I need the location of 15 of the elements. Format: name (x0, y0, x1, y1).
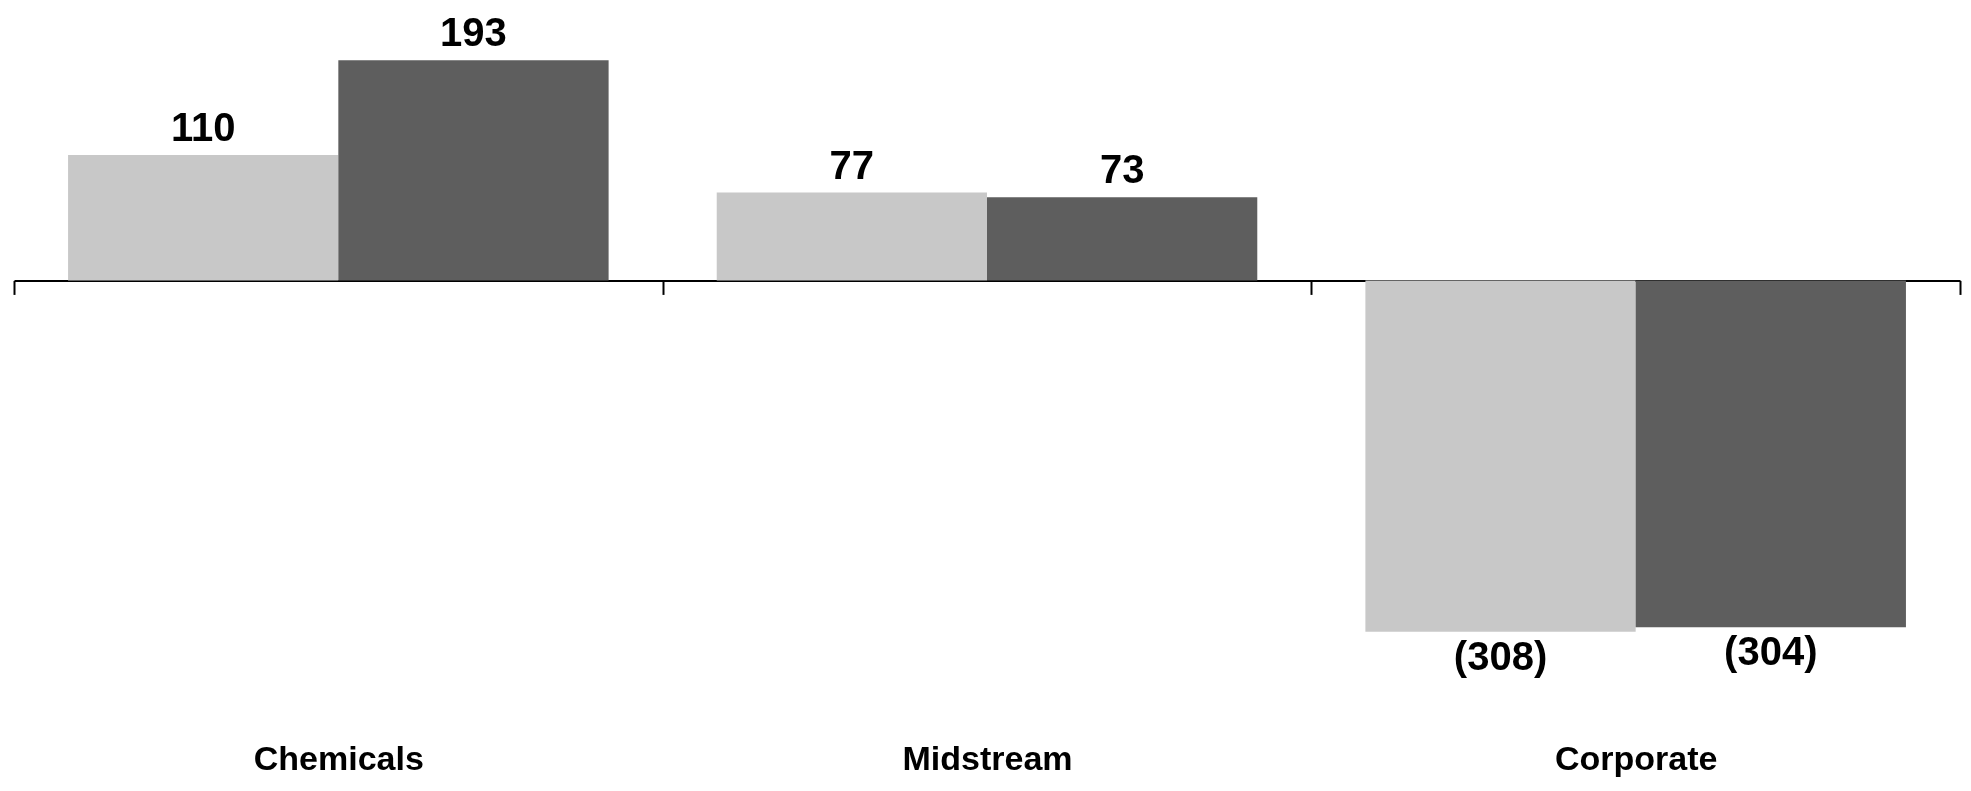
bar (716, 192, 987, 281)
data-label: 73 (1099, 147, 1145, 192)
data-label: 77 (829, 142, 875, 187)
bar (338, 60, 609, 281)
x-tick-label: Corporate (1554, 738, 1718, 777)
bar (987, 197, 1258, 281)
data-label: (308) (1453, 633, 1548, 678)
x-tick-label: Midstream (902, 738, 1073, 777)
bar (1365, 280, 1636, 632)
data-label: (304) (1724, 629, 1818, 674)
x-tick-label: Chemicals (253, 738, 424, 777)
data-label: 110 (170, 104, 236, 149)
bar (1635, 280, 1906, 628)
bar (68, 154, 339, 281)
data-label: 193 (440, 10, 507, 55)
